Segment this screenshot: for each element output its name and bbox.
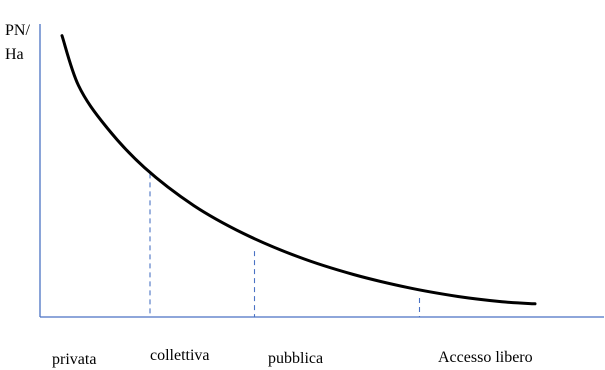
y-axis-label-line-2: Ha	[5, 46, 24, 63]
category-label-collettiva: collettiva	[150, 347, 210, 364]
category-label-pubblica: pubblica	[268, 350, 323, 367]
decreasing-curve	[60, 34, 537, 306]
marker-lines	[149, 173, 421, 317]
y-axis-label-line-1: PN/	[5, 22, 30, 39]
category-label-privata: privata	[52, 351, 96, 368]
category-label-accesso-libero: Accesso libero	[438, 349, 533, 366]
